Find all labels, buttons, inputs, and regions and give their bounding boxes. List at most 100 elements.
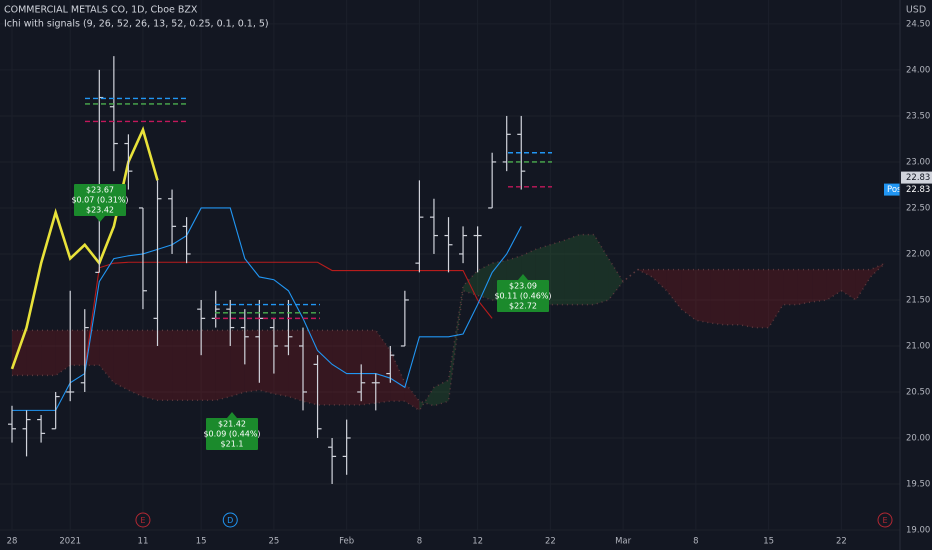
y-tick-label: 23.00	[906, 157, 930, 167]
callout-text: $23.09	[509, 282, 537, 291]
cloud-fill	[550, 240, 565, 305]
cloud-fill	[768, 269, 784, 328]
cloud-fill	[608, 258, 624, 300]
cloud-fill	[870, 263, 886, 277]
cloud-fill	[739, 269, 755, 328]
callout-text: $23.42	[86, 206, 114, 215]
cloud-fill	[26, 330, 42, 376]
callout-pointer	[227, 412, 237, 418]
x-tick-label: 22	[545, 537, 556, 547]
cloud-fill	[55, 330, 71, 376]
y-tick-label: 20.50	[906, 387, 930, 397]
x-tick-label: Feb	[339, 537, 354, 547]
x-tick-label: 8	[417, 537, 422, 547]
y-tick-label: 22.00	[906, 249, 930, 259]
event-marker	[135, 512, 151, 528]
cloud-fill	[695, 269, 711, 323]
x-tick-label: 22	[836, 537, 847, 547]
callout-text: $23.67	[86, 186, 114, 195]
y-tick-label: 22.50	[906, 203, 930, 213]
event-label: E	[882, 516, 887, 525]
last-price-box	[901, 171, 932, 184]
cloud-fill	[826, 269, 842, 300]
cloud-fill	[361, 330, 376, 405]
cloud-fill	[317, 330, 333, 405]
cloud-fill	[113, 330, 129, 391]
indicator-line	[12, 207, 522, 411]
indicator-line	[84, 261, 493, 370]
x-tick-label: 15	[196, 537, 207, 547]
callout-text: $0.07 (0.31%)	[71, 196, 128, 205]
cloud-fill	[797, 269, 813, 305]
cloud-fill	[652, 269, 667, 291]
cloud-fill	[244, 330, 260, 392]
indicator-line	[12, 233, 886, 412]
callout-text: $0.09 (0.44%)	[203, 430, 260, 439]
x-tick-label: 25	[268, 537, 279, 547]
cloud-fill	[783, 269, 798, 305]
cloud-fill	[157, 330, 173, 401]
callout-pointer	[95, 216, 105, 222]
callout-text: $0.11 (0.46%)	[494, 292, 551, 301]
y-tick-label: 19.50	[906, 479, 930, 489]
callout-text: $21.42	[218, 420, 246, 429]
x-tick-label: 12	[472, 537, 483, 547]
y-tick-label: 19.00	[906, 526, 930, 536]
cloud-fill	[463, 270, 478, 296]
y-tick-label: 24.00	[906, 65, 930, 75]
y-tick-label: 20.00	[906, 433, 930, 443]
currency-label: USD	[906, 5, 926, 16]
cloud-fill	[841, 269, 856, 300]
callout-text: $21.1	[221, 440, 244, 449]
cloud-fill	[579, 234, 595, 305]
event-marker	[877, 512, 893, 528]
callout-text: $22.72	[509, 302, 537, 311]
cloud-fill	[724, 269, 740, 325]
cloud-fill	[70, 330, 85, 366]
cloud-fill	[477, 263, 493, 300]
callout-box	[74, 184, 126, 216]
cloud-fill	[419, 387, 434, 411]
last-price-label: 22.83	[906, 173, 930, 183]
callout-pointer	[518, 274, 528, 280]
cloud-fill	[564, 234, 580, 305]
cloud-fill	[346, 330, 362, 405]
cloud-fill	[142, 330, 158, 401]
cloud-fill	[390, 350, 405, 402]
y-tick-label: 21.50	[906, 295, 930, 305]
cloud-fill	[84, 330, 100, 366]
price-axis: 19.00 19.50 20.00 20.50 21.00 21.50 22.00 22.50…	[901, 19, 932, 536]
event-label: E	[140, 516, 145, 525]
x-tick-label: 15	[763, 537, 774, 547]
post-price: 22.83	[906, 185, 930, 195]
price-axis-panel	[900, 0, 932, 550]
cloud-fill	[288, 330, 304, 402]
y-tick-label: 24.50	[906, 19, 930, 29]
cloud-fill	[433, 380, 449, 406]
x-tick-label: 28	[7, 537, 18, 547]
cloud-fill	[332, 330, 347, 405]
cloud-fill	[273, 330, 289, 397]
cloud-fill	[201, 330, 216, 401]
cloud-fill	[594, 234, 609, 305]
post-label: Post	[887, 185, 905, 195]
cloud-fill	[99, 330, 114, 383]
cloud-fill	[681, 269, 696, 321]
cloud-fill	[172, 330, 187, 401]
cloud-fill	[186, 330, 202, 401]
cloud-fill	[215, 330, 231, 401]
x-tick-label: Mar	[615, 537, 632, 547]
cloud-fill	[710, 269, 725, 325]
cloud-fill	[855, 269, 871, 300]
cloud-fill	[812, 269, 827, 302]
indicator-label: Ichi with signals (9, 26, 52, 26, 13, 52…	[4, 19, 269, 30]
y-tick-label: 21.00	[906, 341, 930, 351]
cloud-fill	[754, 269, 769, 328]
cloud-fill	[637, 269, 653, 277]
y-tick-label: 23.50	[906, 111, 930, 121]
x-tick-label: 8	[693, 537, 698, 547]
cloud-fill	[303, 330, 318, 405]
